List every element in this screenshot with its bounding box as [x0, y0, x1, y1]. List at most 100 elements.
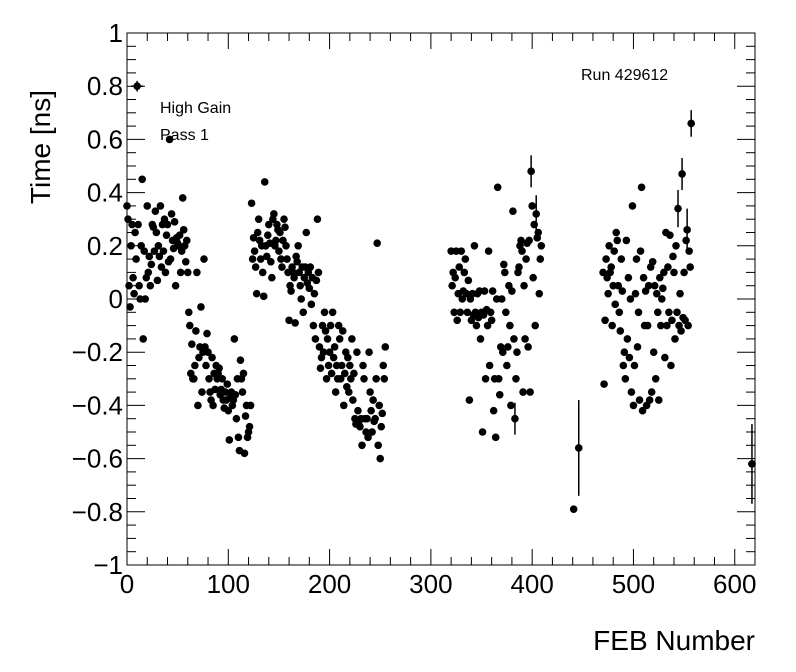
data-point — [277, 255, 285, 263]
x-tick-label: 400 — [510, 569, 553, 599]
data-point — [259, 292, 268, 301]
data-point — [272, 236, 280, 245]
data-point — [128, 220, 136, 229]
data-point — [311, 335, 320, 343]
data-point — [645, 396, 654, 404]
data-point — [519, 388, 527, 396]
data-point — [683, 226, 691, 234]
data-point — [676, 289, 684, 298]
data-point — [367, 406, 375, 415]
data-point — [484, 247, 493, 255]
data-point — [616, 327, 625, 335]
tick-labels: 0 100 200 300 400 500 600 −1 −0.8 −0.6 −0.4 −0.2 0 0.… — [72, 18, 757, 599]
data-point — [327, 369, 336, 378]
data-point — [353, 348, 361, 357]
data-point — [378, 409, 387, 418]
data-point — [372, 375, 380, 383]
data-point — [636, 247, 645, 255]
data-point — [672, 242, 680, 250]
data-point — [613, 236, 622, 245]
y-tick-label: 0.4 — [87, 178, 123, 208]
data-point — [310, 289, 319, 298]
data-point — [657, 321, 665, 330]
data-point — [364, 433, 372, 442]
data-point — [625, 353, 634, 362]
y-tick-label: −0.6 — [72, 444, 123, 474]
data-point — [265, 220, 273, 229]
data-point — [268, 273, 276, 282]
data-point — [464, 276, 473, 285]
data-point — [481, 375, 490, 383]
data-point — [622, 236, 631, 245]
data-point — [126, 303, 134, 311]
data-point — [510, 335, 518, 343]
data-point — [193, 268, 201, 277]
data-point — [600, 380, 608, 388]
data-point — [635, 396, 644, 404]
data-point — [531, 321, 539, 330]
data-point — [607, 263, 615, 271]
data-point — [520, 281, 528, 290]
data-point — [252, 289, 261, 298]
data-point — [283, 255, 291, 263]
data-point — [134, 220, 142, 229]
data-point — [604, 289, 612, 298]
data-point — [124, 215, 132, 223]
data-point — [248, 255, 257, 263]
data-point — [507, 401, 515, 410]
data-point — [647, 388, 656, 396]
data-point — [167, 210, 176, 218]
data-point — [455, 263, 464, 271]
data-point — [680, 268, 688, 277]
data-point — [312, 276, 321, 285]
x-tick-label: 100 — [207, 569, 250, 599]
data-point — [328, 308, 337, 317]
data-point — [639, 273, 648, 282]
data-point — [495, 390, 504, 399]
data-point — [650, 281, 659, 290]
data-point — [340, 369, 349, 378]
data-point — [232, 414, 241, 423]
data-point — [270, 210, 278, 218]
data-point — [251, 263, 260, 271]
data-point — [145, 252, 154, 261]
data-point — [574, 444, 583, 452]
data-point — [634, 308, 643, 317]
data-point — [339, 401, 348, 410]
data-point — [203, 329, 211, 338]
data-point — [302, 228, 311, 237]
data-point — [638, 406, 647, 415]
data-point — [498, 348, 507, 357]
data-point — [238, 388, 247, 396]
data-points — [123, 82, 756, 513]
data-point — [649, 348, 658, 357]
data-point — [349, 396, 357, 404]
data-point — [256, 255, 265, 263]
data-point — [175, 231, 184, 239]
data-point — [608, 321, 616, 330]
data-point — [152, 228, 161, 237]
data-point — [633, 343, 642, 351]
data-point — [285, 316, 293, 325]
data-point — [375, 401, 384, 410]
data-point — [620, 348, 629, 357]
data-point — [376, 454, 385, 463]
data-point — [338, 327, 347, 335]
data-point — [324, 361, 333, 370]
data-point — [299, 308, 308, 317]
data-point — [522, 255, 530, 263]
data-point — [250, 247, 259, 255]
data-point — [192, 327, 200, 335]
data-point — [358, 441, 366, 450]
data-point — [643, 321, 652, 330]
data-point — [628, 202, 637, 210]
data-point — [314, 268, 323, 277]
data-point — [470, 242, 479, 250]
data-point — [619, 361, 628, 370]
data-point — [154, 242, 163, 250]
data-point — [486, 308, 495, 317]
gain-annotation: High Gain — [160, 100, 231, 117]
x-tick-label: 300 — [409, 569, 452, 599]
data-point — [190, 375, 198, 383]
